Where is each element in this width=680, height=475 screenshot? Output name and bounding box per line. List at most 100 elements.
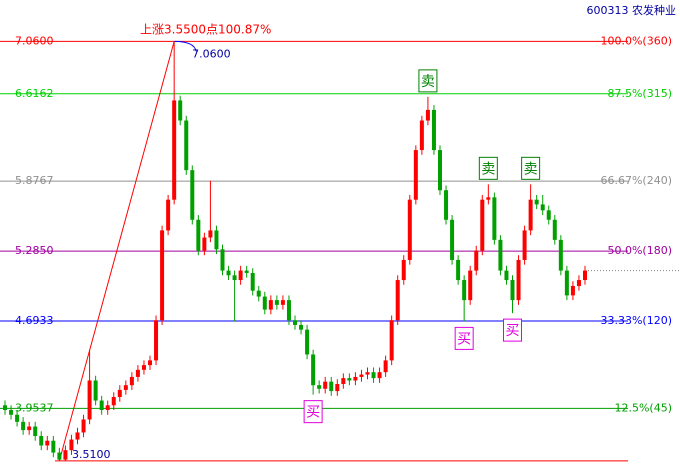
candle-body [444, 190, 449, 220]
candle-body [534, 199, 539, 205]
candle-body [63, 450, 68, 460]
candle-body [498, 239, 503, 271]
candle-body [383, 360, 388, 373]
candle-body [33, 426, 38, 437]
candle-body [214, 230, 219, 250]
candle-body [347, 378, 352, 381]
signal-label: 买 [506, 323, 520, 339]
candle-body [250, 272, 255, 291]
candle-body [438, 150, 442, 191]
candle-body [39, 436, 44, 446]
candle-body [335, 384, 340, 392]
candle-body [492, 197, 497, 240]
candle-body [262, 296, 267, 310]
candle-body [401, 259, 406, 281]
candle-body [341, 378, 346, 385]
level-percent-label: 33.33%(120) [600, 314, 672, 327]
level-percent-label: 50.0%(180) [607, 244, 672, 257]
candle-body [220, 249, 225, 271]
candle-body [286, 300, 291, 321]
candle-body [576, 280, 581, 286]
candle-body [522, 230, 527, 260]
candle-body [160, 230, 165, 321]
candle-body [407, 199, 412, 260]
candle-body [462, 280, 467, 301]
level-price-label: 6.6162 [15, 87, 54, 100]
level-price-label: 5.8767 [15, 174, 54, 187]
level-price-label: 4.6933 [15, 314, 54, 327]
candle-body [329, 381, 334, 392]
candle-body [99, 400, 104, 411]
signal-box [303, 400, 323, 424]
candle-body [21, 421, 26, 431]
candle-body [305, 329, 310, 355]
level-percent-label: 100.0%(360) [600, 34, 672, 47]
candle-body [389, 320, 394, 361]
signal-box [454, 326, 474, 350]
candle-body [27, 426, 32, 431]
signal-box [418, 69, 438, 93]
signal-box [521, 156, 541, 180]
candle-body [268, 300, 273, 310]
candle-body [468, 270, 473, 301]
candle-body [486, 197, 491, 200]
signal-label: 买 [306, 405, 320, 421]
candle-body [208, 230, 213, 238]
candle-body [81, 419, 86, 433]
candle-body [474, 250, 479, 271]
signal-box [478, 156, 498, 180]
candle-body [552, 219, 557, 240]
candle-body [105, 405, 110, 411]
signal-label: 卖 [481, 161, 495, 177]
candle-body [583, 270, 587, 281]
candle-body [299, 324, 304, 330]
candle-body [9, 410, 14, 415]
candle-body [504, 270, 509, 281]
level-price-label: 3.9537 [15, 401, 54, 414]
candle-body [51, 440, 56, 453]
candle-body [323, 381, 328, 389]
candle-body [456, 259, 461, 281]
candle-body [528, 199, 533, 231]
candle-body [546, 210, 551, 220]
signal-label: 买 [457, 331, 471, 347]
candle-body [516, 259, 521, 301]
candle-body [69, 439, 74, 451]
candle-body [232, 275, 237, 281]
signal-label: 卖 [524, 161, 538, 177]
candle-body [293, 320, 297, 325]
peak-price-label: 7.0600 [192, 47, 231, 60]
candle-body [15, 414, 20, 422]
stock-title: 600313 农发种业 [587, 3, 677, 17]
level-percent-label: 87.5%(315) [607, 87, 672, 100]
candle-body [377, 372, 382, 379]
candle-body [317, 385, 322, 389]
candle-body [166, 199, 171, 231]
candle-body [238, 270, 243, 281]
candle-body [570, 285, 575, 296]
level-price-label: 7.0600 [15, 34, 54, 47]
candle-body [154, 320, 159, 361]
candle-body [510, 280, 515, 301]
candle-body [87, 380, 92, 420]
candle-body [413, 150, 418, 200]
candle-body [135, 369, 140, 377]
candle-body [111, 397, 116, 406]
signal-label: 卖 [421, 74, 435, 90]
candle-body [196, 219, 201, 251]
candle-body [450, 219, 455, 260]
candle-body [117, 389, 122, 398]
candle-body [311, 354, 316, 386]
candle-body [141, 365, 146, 370]
level-price-label: 5.2850 [15, 244, 54, 257]
candle-body [256, 290, 261, 297]
candle-body [564, 270, 569, 296]
candle-body [540, 204, 545, 211]
candle-body [129, 376, 134, 386]
candle-body [57, 452, 62, 460]
candle-body [359, 374, 364, 377]
candle-body [202, 237, 207, 251]
candle-body [274, 300, 279, 305]
level-percent-label: 66.67%(240) [600, 174, 672, 187]
